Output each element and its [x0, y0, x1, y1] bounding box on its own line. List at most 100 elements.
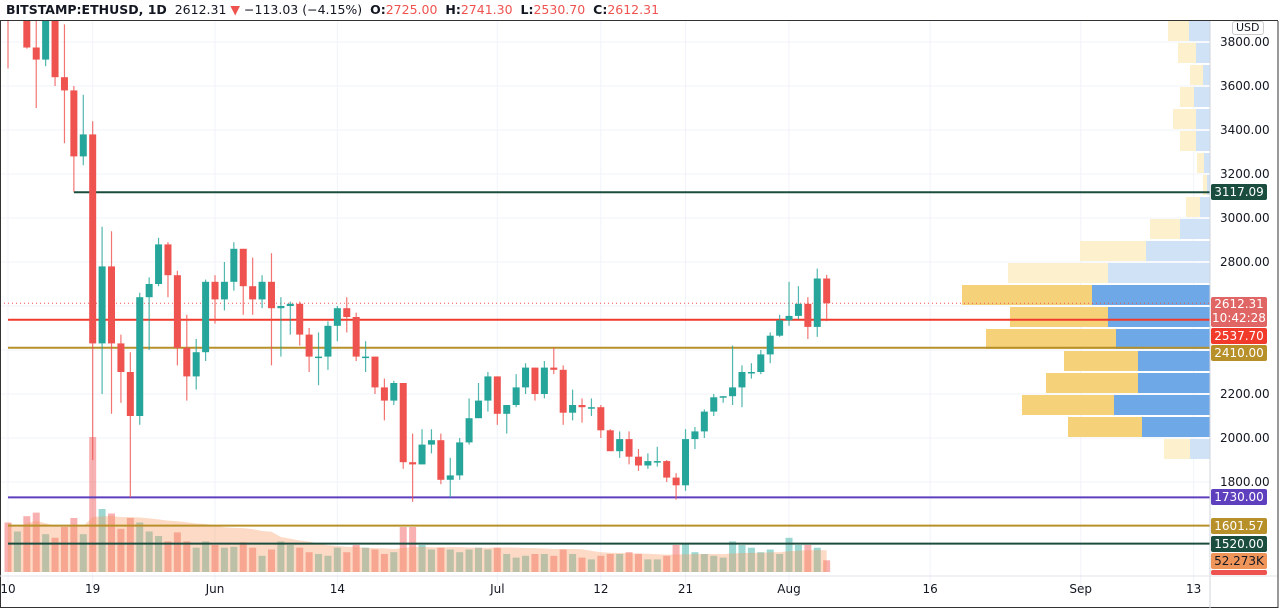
candle-body — [108, 266, 116, 344]
candle-body — [418, 444, 426, 465]
candle-body — [522, 367, 530, 388]
volume-profile-down — [1203, 175, 1207, 195]
volume-profile-up — [1204, 153, 1210, 173]
level-price-tag: 2537.70 — [1211, 328, 1267, 345]
volume-profile-down — [1008, 263, 1108, 283]
candle-body — [625, 439, 633, 457]
time-tick-label: 13 — [1186, 582, 1201, 596]
volume-bar — [202, 541, 210, 572]
candle-body — [757, 354, 765, 372]
candle-body — [32, 47, 40, 60]
candle-body — [380, 387, 388, 401]
volume-bar — [578, 557, 586, 572]
volume-bar — [211, 545, 219, 572]
volume-bar — [747, 547, 755, 572]
volume-bar — [559, 549, 567, 572]
volume-profile-up — [1180, 219, 1210, 239]
volume-bar — [117, 528, 125, 572]
candle-body — [202, 281, 210, 353]
volume-bar — [597, 555, 605, 572]
volume-bar — [79, 534, 87, 572]
price-tick-label: 3800.00 — [1220, 35, 1270, 49]
volume-profile-up — [1108, 263, 1210, 283]
price-tick-label: 2000.00 — [1220, 431, 1270, 445]
time-tick-label: Sep — [1069, 582, 1092, 596]
volume-bar — [315, 554, 323, 572]
volume-profile-up — [1194, 87, 1210, 107]
volume-bar — [333, 547, 341, 572]
volume-bar — [719, 557, 727, 572]
level-price-tag: 3117.09 — [1211, 184, 1267, 201]
candle-body — [446, 475, 454, 480]
price-tick-label: 3400.00 — [1220, 123, 1270, 137]
volume-bar — [785, 537, 793, 572]
candle-body — [531, 367, 539, 394]
volume-profile-down — [986, 329, 1116, 349]
volume-bar — [239, 542, 247, 572]
volume-bar — [60, 527, 68, 572]
volume-profile-down — [1046, 373, 1138, 393]
candle-body — [239, 248, 247, 287]
volume-bar — [456, 552, 464, 572]
volume-bar — [569, 554, 577, 572]
close-label: C: — [593, 2, 608, 17]
candle-body — [691, 431, 699, 440]
close-value: 2612.31 — [607, 2, 660, 17]
volume-profile-down — [962, 285, 1092, 305]
volume-bar — [710, 555, 718, 572]
volume-profile-up — [1138, 373, 1210, 393]
volume-bar — [672, 545, 680, 572]
symbol-header: BITSTAMP:ETHUSD, 1D 2612.31 ▼ −113.03 (−… — [6, 2, 659, 17]
symbol-title[interactable]: BITSTAMP:ETHUSD, 1D — [6, 2, 167, 17]
candle-body — [813, 278, 821, 327]
volume-bar — [540, 554, 548, 572]
volume-bar — [324, 555, 332, 572]
candle-body — [230, 248, 238, 282]
volume-bar — [380, 554, 388, 572]
time-tick-label: Aug — [777, 582, 800, 596]
volume-bar — [42, 534, 50, 572]
volume-bar — [183, 541, 191, 572]
currency-button[interactable]: USD — [1232, 21, 1264, 35]
volume-bar — [277, 541, 285, 572]
volume-bar — [390, 552, 398, 572]
candle-body — [126, 372, 134, 416]
volume-bar — [296, 547, 304, 572]
candle-body — [493, 376, 501, 414]
candle-body — [117, 343, 125, 372]
time-tick-label: 19 — [85, 582, 100, 596]
down-arrow-icon: ▼ — [230, 2, 241, 17]
volume-bar — [352, 545, 360, 572]
volume-profile-up — [1207, 175, 1210, 195]
volume-bar — [512, 557, 520, 572]
candle-body — [164, 244, 172, 276]
volume-bar — [625, 552, 633, 572]
candle-body — [258, 281, 266, 300]
candle-body — [192, 352, 200, 377]
price-change: −113.03 (−4.15%) — [244, 2, 363, 17]
candle-body — [145, 284, 153, 298]
volume-bar — [437, 547, 445, 572]
volume-bar — [362, 547, 370, 572]
candle-body — [277, 306, 285, 309]
volume-profile-down — [1164, 439, 1190, 459]
price-tick-label: 3000.00 — [1220, 211, 1270, 225]
candle-body — [578, 405, 586, 408]
candle-body — [475, 400, 482, 419]
candle-body — [465, 418, 473, 443]
volume-bar — [249, 547, 257, 572]
volume-bar — [804, 545, 812, 572]
high-label: H: — [445, 2, 461, 17]
candle-body — [220, 281, 228, 300]
candle-body — [23, 21, 31, 48]
time-tick-label: 10 — [0, 582, 15, 596]
low-value: 2530.70 — [533, 2, 586, 17]
volume-profile-down — [1168, 21, 1189, 41]
volume-bar — [164, 541, 172, 572]
volume-profile-down — [1150, 219, 1180, 239]
volume-bar — [418, 545, 426, 572]
candle-body — [173, 275, 181, 348]
volume-bar — [126, 518, 134, 572]
volume-profile-up — [1196, 131, 1210, 151]
